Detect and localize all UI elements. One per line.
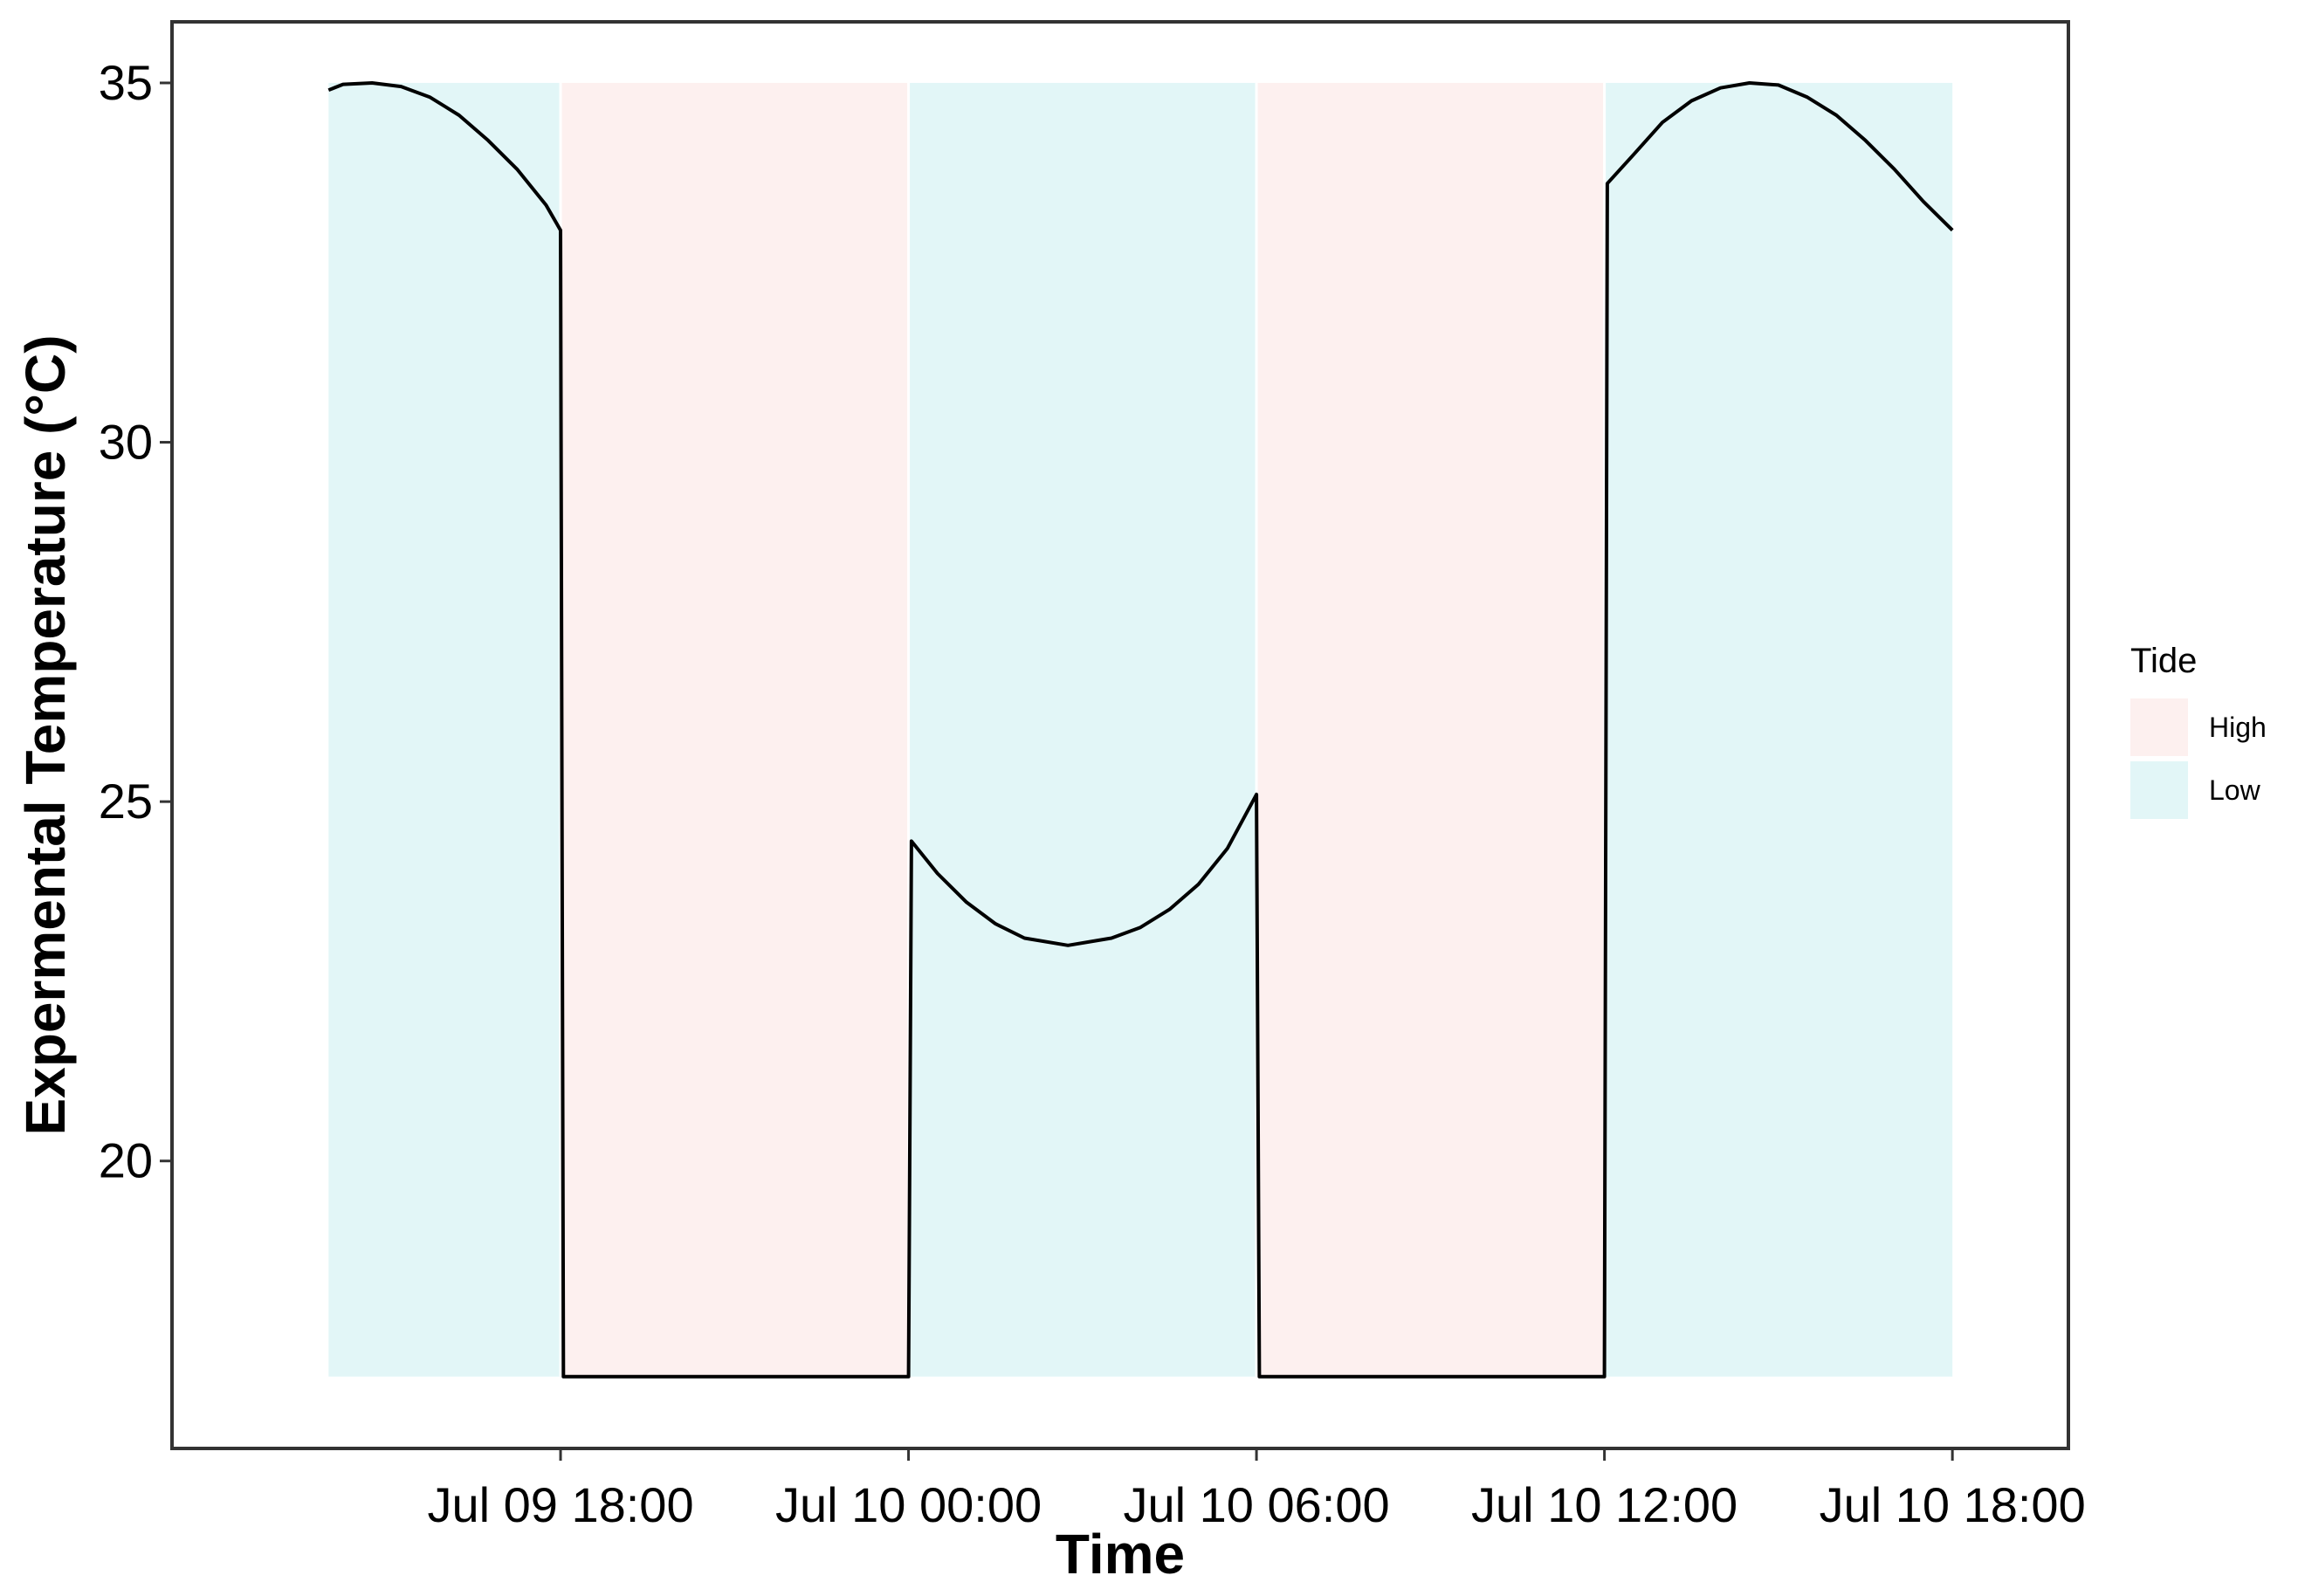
temperature-line-group [327,81,1954,1379]
tide-bands [328,82,1953,1377]
legend-items: High Low [2130,698,2267,819]
legend-key-low [2130,761,2188,819]
y-axis-title: Expermental Temperature (°C) [14,334,77,1135]
panel-border [170,20,2070,1450]
x-tick-label: Jul 10 00:00 [775,1477,1042,1532]
y-axis: 20 25 30 35 [99,55,172,1188]
x-tick-label: Jul 10 12:00 [1471,1477,1737,1532]
x-tick-label: Jul 10 06:00 [1124,1477,1390,1532]
legend-key-high [2130,698,2188,756]
tide-band-low-0 [328,82,561,1377]
legend-title: Tide [2130,642,2197,680]
y-tick-label: 30 [99,415,153,470]
y-tick-label: 25 [99,774,153,829]
tide-band-high-1 [561,82,909,1377]
legend-label-high: High [2209,712,2267,743]
temperature-line [327,81,1954,1379]
tide-band-high-3 [1256,82,1605,1377]
x-axis-title: Time [1056,1523,1185,1586]
x-tick-label: Jul 10 18:00 [1820,1477,2086,1532]
legend-label-low: Low [2209,774,2261,806]
x-axis: Jul 09 18:00 Jul 10 00:00 Jul 10 06:00 Jul … [427,1448,2086,1532]
tide-band-low-4 [1604,82,1953,1377]
y-tick-label: 35 [99,55,153,110]
tide-band-low-2 [908,82,1257,1377]
y-tick-label: 20 [99,1133,153,1188]
legend: Tide High Low [2130,642,2267,819]
x-tick-label: Jul 09 18:00 [427,1477,693,1532]
